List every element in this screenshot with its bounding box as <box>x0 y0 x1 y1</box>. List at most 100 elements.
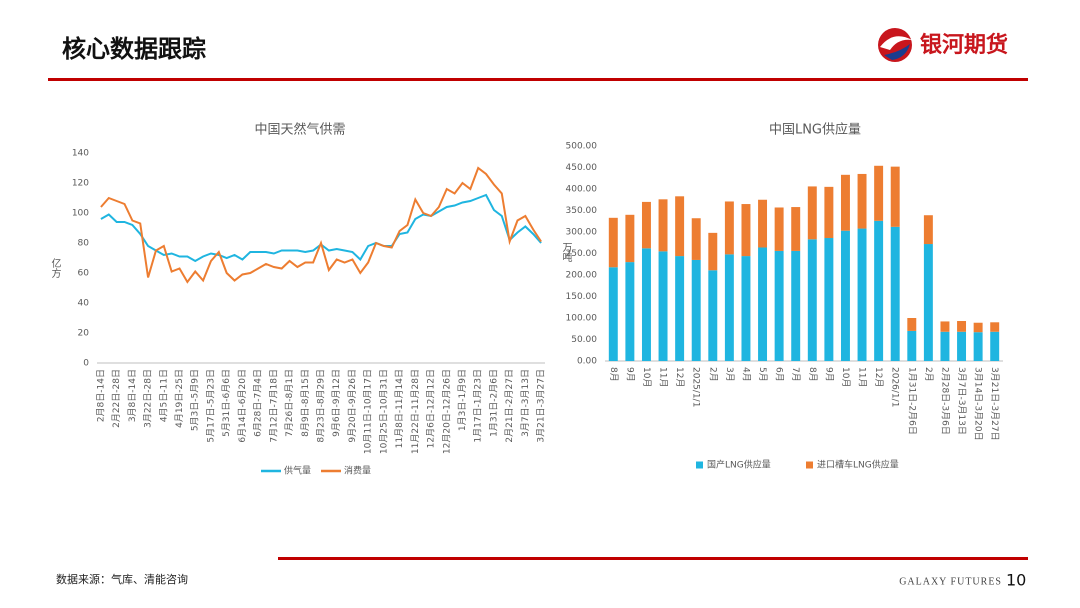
x-tick-label: 9月6日-9月12日 <box>331 369 342 437</box>
y-tick-label: 0 <box>83 359 89 369</box>
slide-title: 核心数据跟踪 <box>62 35 206 63</box>
x-tick-label: 2月22日-28日 <box>111 369 122 428</box>
x-tick-label: 11月 <box>658 367 669 387</box>
x-tick-label: 8月 <box>807 367 818 382</box>
x-tick-label: 1月31日-2月6日 <box>906 367 917 435</box>
y-tick-label: 300.00 <box>566 228 598 238</box>
x-tick-label: 2026/1/1 <box>890 367 900 407</box>
bar-segment <box>840 230 850 361</box>
x-tick-label: 3月 <box>724 367 735 382</box>
x-tick-label: 10月 <box>641 367 652 387</box>
x-tick-label: 10月 <box>840 367 851 387</box>
x-tick-label: 12月 <box>674 367 685 387</box>
x-tick-label: 2月8日-14日 <box>95 369 106 422</box>
bar-segment <box>874 165 884 221</box>
bar-segment <box>973 332 983 361</box>
page-number: 10 <box>1006 571 1026 590</box>
x-tick-label: 3月8日-14日 <box>127 369 138 422</box>
x-tick-label: 2月28日-3月6日 <box>939 367 950 435</box>
source-note: 数据来源：气库、清能咨询 <box>56 572 188 586</box>
y-tick-label: 100.00 <box>566 314 598 324</box>
x-tick-label: 2025/1/1 <box>691 367 701 407</box>
bar-segment <box>758 247 768 361</box>
bar-segment <box>840 174 850 231</box>
bar-segment <box>973 322 983 333</box>
y-tick-label: 100 <box>72 209 89 219</box>
legend-label: 供气量 <box>284 465 311 477</box>
x-tick-label: 1月3日-1月9日 <box>457 369 468 431</box>
y-tick-label: 350.00 <box>566 206 598 216</box>
y-tick-label: 450.00 <box>566 163 598 173</box>
x-tick-label: 2月 <box>923 367 934 382</box>
bar-segment <box>708 270 718 361</box>
x-tick-label: 12月 <box>873 367 884 387</box>
bar-segment <box>791 207 801 251</box>
chart-title: 中国天然气供需 <box>254 122 345 138</box>
x-tick-label: 5月3日-5月9日 <box>190 369 201 431</box>
y-tick-label: 500.00 <box>566 142 598 152</box>
x-tick-label: 9月 <box>823 367 834 382</box>
x-tick-label: 8月 <box>608 367 619 382</box>
y-axis-label: 万吨 <box>560 242 572 262</box>
bar-segment <box>907 330 917 361</box>
x-tick-label: 8月9日-8月15日 <box>300 369 311 437</box>
bar-segment <box>940 331 950 361</box>
y-tick-label: 40 <box>78 299 90 309</box>
y-tick-label: 200.00 <box>566 271 598 281</box>
bar-segment <box>658 251 668 361</box>
x-tick-label: 3月22日-28日 <box>143 369 154 428</box>
logo-text: 银河期货 <box>920 32 1008 58</box>
x-tick-label: 4月 <box>740 367 751 382</box>
x-tick-label: 12月20日-12月26日 <box>441 369 452 454</box>
x-tick-label: 7月12日-7月18日 <box>268 369 279 443</box>
x-tick-label: 10月25日-10月31日 <box>378 369 389 454</box>
bar-segment <box>874 220 884 361</box>
bar-segment <box>774 207 784 251</box>
bar-segment <box>857 173 867 229</box>
legend-label: 进口槽车LNG供应量 <box>817 459 899 471</box>
bar-segment <box>857 228 867 361</box>
bar-segment <box>691 218 701 260</box>
bar-segment <box>724 254 734 361</box>
x-tick-label: 4月5日-11日 <box>158 369 169 422</box>
x-tick-label: 3月7日-3月13日 <box>956 367 967 435</box>
bar-segment <box>708 232 718 271</box>
x-tick-label: 9月 <box>624 367 635 382</box>
x-tick-label: 10月11日-10月17日 <box>363 369 374 454</box>
y-axis-label: 亿方 <box>49 257 61 279</box>
bar-segment <box>724 201 734 255</box>
bar-segment <box>824 238 834 361</box>
bar-segment <box>791 250 801 361</box>
bar-segment <box>807 239 817 361</box>
bar-segment <box>940 321 950 332</box>
y-tick-label: 50.00 <box>571 335 597 345</box>
y-tick-label: 400.00 <box>566 185 598 195</box>
series-line <box>100 166 542 284</box>
y-tick-label: 60 <box>78 269 90 279</box>
x-tick-label: 5月17日-5月23日 <box>205 369 216 443</box>
bar-segment <box>608 217 618 268</box>
bar-segment <box>907 318 917 331</box>
x-tick-label: 6月 <box>774 367 785 382</box>
legend-swatch <box>696 461 703 469</box>
x-tick-label: 7月 <box>790 367 801 382</box>
x-tick-label: 2月 <box>707 367 718 382</box>
x-tick-label: 11月 <box>857 367 868 387</box>
x-tick-label: 11月22日-11月28日 <box>410 369 421 454</box>
x-tick-label: 1月31日-2月6日 <box>488 369 499 437</box>
y-tick-label: 150.00 <box>566 292 598 302</box>
bar-segment <box>774 250 784 361</box>
x-tick-label: 7月26日-8月1日 <box>284 369 295 437</box>
legend-label: 消费量 <box>344 465 371 477</box>
bar-segment <box>741 256 751 361</box>
logo-icon <box>878 28 912 62</box>
x-tick-label: 1月17日-1月23日 <box>473 369 484 443</box>
bar-segment <box>923 244 933 361</box>
x-tick-label: 6月14日-6月20日 <box>237 369 248 443</box>
bar-segment <box>608 267 618 361</box>
y-tick-label: 20 <box>78 329 90 339</box>
bar-segment <box>625 262 635 361</box>
x-tick-label: 9月20日-9月26日 <box>347 369 358 443</box>
